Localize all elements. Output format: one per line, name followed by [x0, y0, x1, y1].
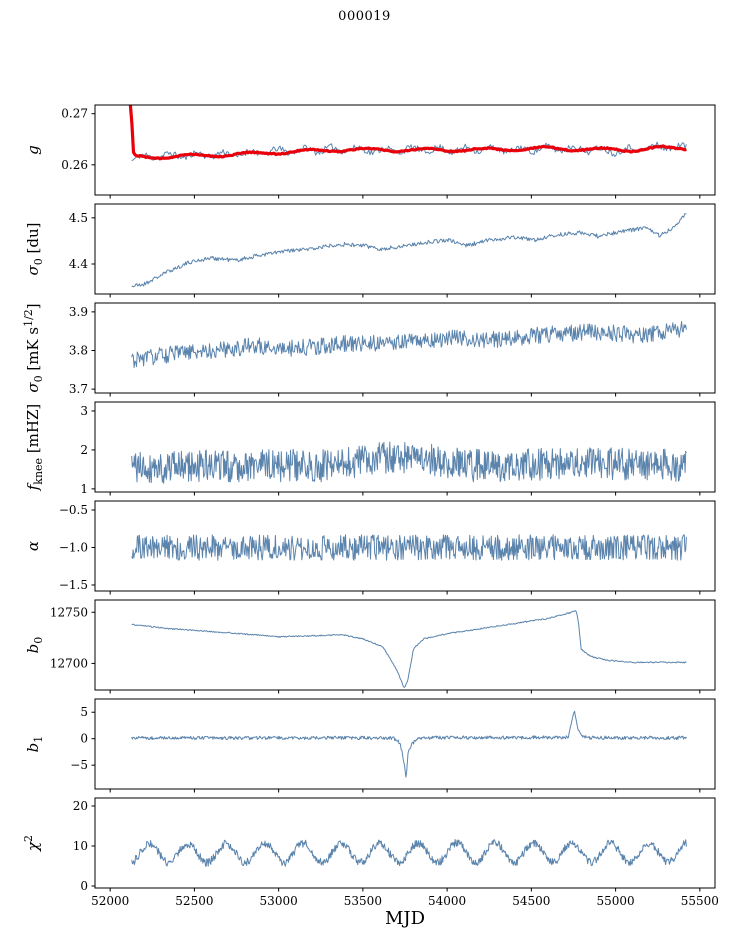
x-tick-label: 55000: [597, 894, 635, 908]
figure-title: 000019: [338, 9, 391, 24]
y-tick-label: −5: [70, 758, 88, 772]
y-tick-label: 3: [80, 404, 88, 418]
x-tick-label: 54500: [512, 894, 550, 908]
y-axis-label-g: g: [24, 145, 42, 155]
y-tick-label: 4.5: [69, 211, 88, 225]
y-tick-label: −0.5: [59, 503, 88, 517]
series-fknee: [131, 441, 687, 484]
panel-border: [94, 500, 716, 592]
y-tick-label: 4.4: [69, 257, 88, 271]
series-g-smooth: [128, 105, 687, 161]
y-axis-label-sigma0-mks: σ0 [mK s1/2]: [22, 303, 45, 392]
y-axis-label-chi2: χ2: [22, 835, 42, 852]
y-tick-label: 0: [80, 732, 88, 746]
y-tick-label: 0.27: [61, 107, 88, 121]
panel-border: [94, 599, 716, 691]
y-axis-label-b0: b0: [24, 637, 45, 654]
y-tick-label: 0: [80, 879, 88, 893]
y-tick-label: 1: [80, 482, 88, 496]
y-tick-label: 3.7: [69, 382, 88, 396]
panel-sigma0-mks: 3.7 3.8 3.9 σ0 [mK s1/2]: [22, 302, 716, 397]
y-axis-label-alpha: α: [24, 541, 42, 551]
x-tick-label: 52500: [175, 894, 213, 908]
panel-border: [94, 203, 716, 295]
y-tick-label: 2: [80, 443, 88, 457]
series-b1: [131, 710, 687, 778]
y-tick-label: −1.5: [59, 578, 88, 592]
panel-chi2: 0 10 20 52000 52500 53000 53500 54000 54500 55000…: [22, 797, 719, 908]
y-tick-label: 20: [73, 799, 88, 813]
y-tick-label: 12750: [50, 605, 88, 619]
panel-border: [94, 104, 716, 196]
series-chi2: [131, 839, 687, 867]
y-axis-label-fknee: fknee [mHZ]: [24, 404, 45, 492]
panel-border: [94, 797, 716, 889]
panel-b1: −5 0 5 b1: [24, 698, 716, 793]
y-tick-label: −1.0: [59, 541, 88, 555]
panel-alpha: −0.5 −1.0 −1.5 α: [24, 500, 716, 595]
panel-border: [94, 698, 716, 790]
y-tick-label: 3.8: [69, 344, 88, 358]
y-tick-label: 0.26: [61, 158, 88, 172]
panel-b0: 12700 12750 b0: [24, 599, 716, 694]
y-axis-label-b1: b1: [24, 736, 45, 753]
y-axis-label-sigma0-du: σ0 [du]: [24, 223, 45, 276]
x-tick-label: 55500: [681, 894, 719, 908]
panel-fknee: 1 2 3 fknee [mHZ]: [24, 401, 716, 496]
panel-sigma0-du: 4.4 4.5 σ0 [du]: [24, 203, 716, 298]
y-tick-label: 10: [73, 839, 88, 853]
x-axis-label: MJD: [384, 908, 426, 929]
panel-border: [94, 401, 716, 493]
series-sigma0-du: [131, 213, 687, 288]
x-tick-label: 53000: [260, 894, 298, 908]
panel-g: 0.26 0.27 g: [24, 104, 716, 199]
panel-border: [94, 302, 716, 394]
series-alpha: [131, 534, 687, 561]
y-tick-label: 3.9: [69, 305, 88, 319]
x-tick-label: 53500: [344, 894, 382, 908]
y-tick-label: 5: [80, 705, 88, 719]
series-sigma0-mks: [131, 321, 687, 368]
y-tick-label: 12700: [50, 656, 88, 670]
x-tick-label: 52000: [91, 894, 129, 908]
x-tick-label: 54000: [428, 894, 466, 908]
series-b0: [131, 610, 687, 688]
